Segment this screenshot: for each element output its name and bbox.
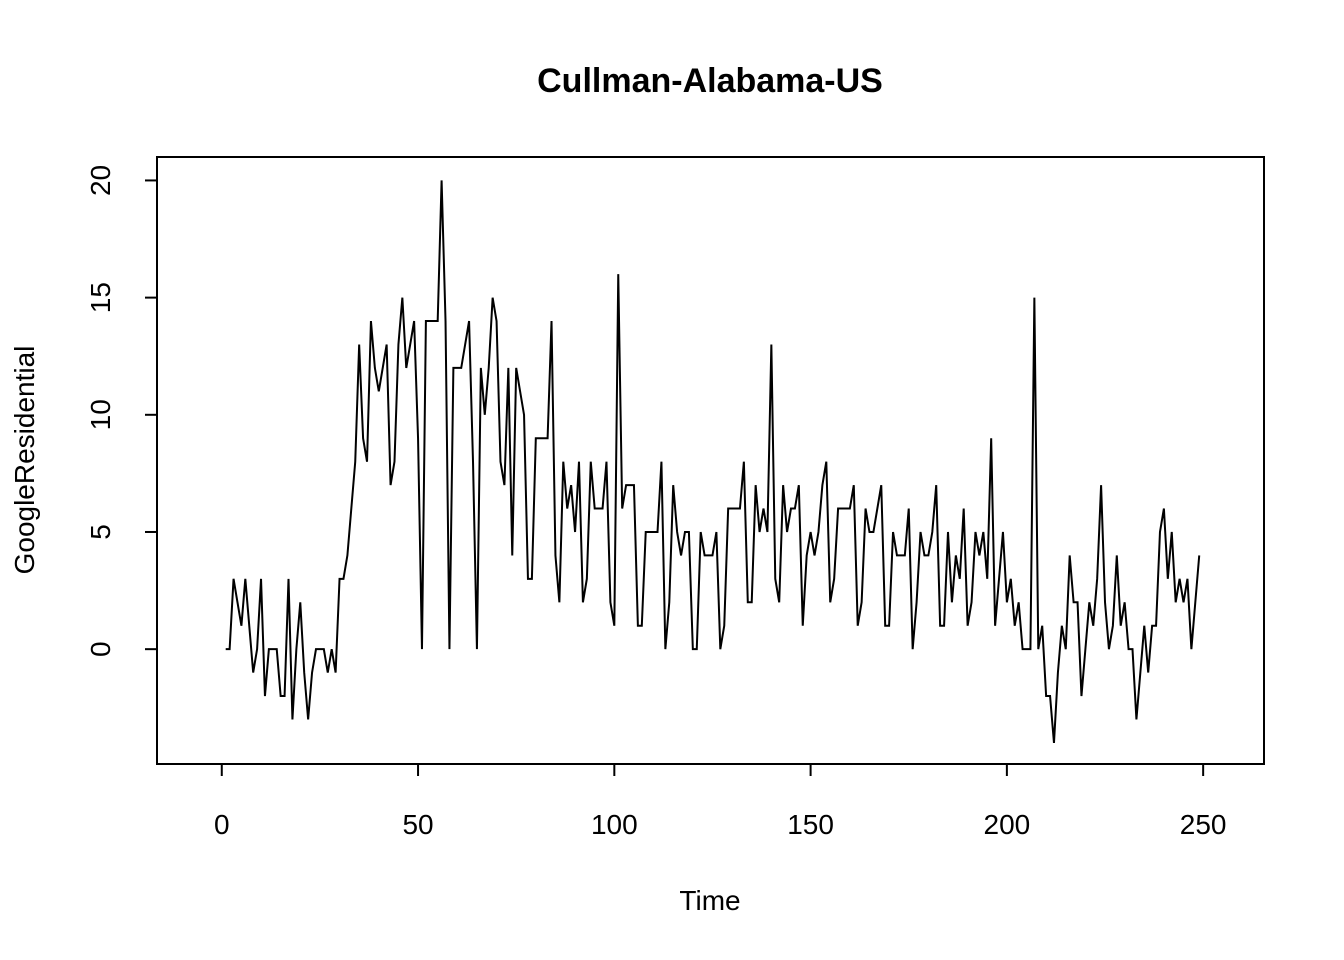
x-tick-label: 250 [1180, 809, 1227, 840]
y-axis-label: GoogleResidential [9, 346, 40, 575]
x-tick-label: 150 [787, 809, 834, 840]
y-tick-label: 20 [85, 165, 116, 196]
x-tick-label: 0 [214, 809, 230, 840]
y-axis: 0 5 10 15 20 [85, 165, 158, 657]
y-tick-label: 5 [85, 524, 116, 540]
plot-frame [156, 156, 1265, 765]
y-tick-label: 10 [85, 399, 116, 430]
x-tick-label: 50 [402, 809, 433, 840]
x-axis: 0 50 100 150 200 250 [214, 763, 1227, 840]
y-tick-label: 0 [85, 641, 116, 657]
x-tick-label: 100 [591, 809, 638, 840]
chart-title: Cullman-Alabama-US [537, 62, 883, 100]
series-group [225, 180, 1201, 743]
x-axis-label: Time [679, 885, 740, 916]
y-tick-label: 15 [85, 282, 116, 313]
series-line [225, 180, 1201, 743]
x-tick-label: 200 [984, 809, 1031, 840]
